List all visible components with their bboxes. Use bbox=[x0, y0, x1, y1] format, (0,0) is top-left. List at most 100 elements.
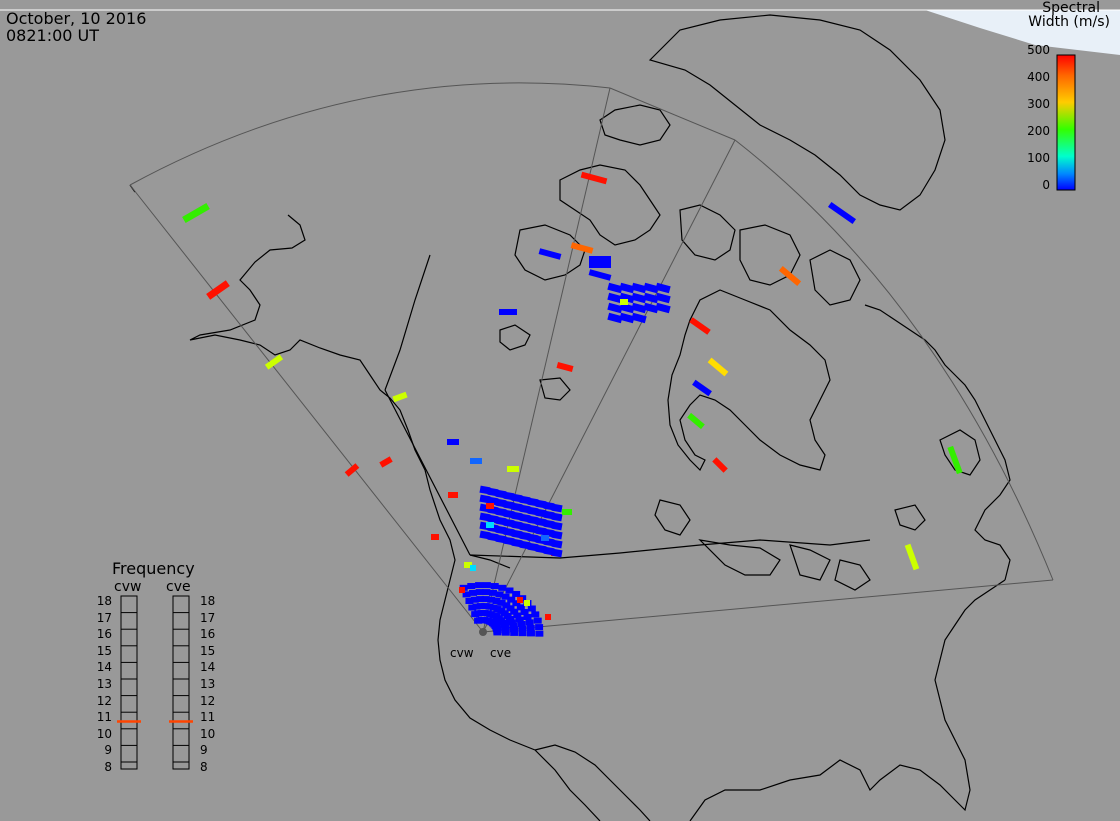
echo-cells bbox=[182, 171, 963, 637]
echo-cell bbox=[509, 622, 518, 629]
colorbar-title-line2: Width (m/s) bbox=[1028, 14, 1110, 30]
echo-cell bbox=[512, 590, 521, 597]
echo-cell bbox=[904, 543, 920, 571]
echo-cell bbox=[589, 256, 611, 268]
echo-cell bbox=[533, 617, 542, 624]
echo-cell bbox=[526, 624, 535, 631]
frequency-title: Frequency bbox=[112, 559, 195, 578]
echo-cell bbox=[495, 489, 507, 499]
echo-cell bbox=[469, 589, 478, 596]
echo-cell bbox=[502, 602, 511, 609]
echo-cell bbox=[511, 502, 523, 512]
echo-cell bbox=[490, 583, 499, 590]
echo-cell bbox=[556, 362, 574, 372]
echo-cell bbox=[495, 516, 507, 526]
frequency-scale-label: 17 bbox=[200, 610, 216, 625]
echo-cell bbox=[551, 539, 563, 549]
echo-cell bbox=[479, 494, 491, 504]
echo-cell bbox=[655, 292, 671, 304]
echo-cell bbox=[551, 521, 563, 531]
echo-cell bbox=[501, 629, 510, 636]
echo-cell bbox=[503, 518, 515, 528]
radar-label-cve: cve bbox=[490, 646, 512, 660]
echo-cell bbox=[448, 492, 458, 498]
echo-cell bbox=[485, 603, 494, 610]
arctic-ice-region bbox=[925, 10, 1120, 55]
echo-cell bbox=[527, 533, 539, 543]
echo-cell bbox=[518, 630, 527, 637]
echo-cell bbox=[607, 302, 623, 314]
echo-cell bbox=[643, 302, 659, 314]
echo-cell bbox=[527, 542, 539, 552]
echo-cell bbox=[551, 530, 563, 540]
frequency-col-cve: cve bbox=[166, 579, 191, 595]
frequency-scale-label: 11 bbox=[96, 710, 112, 725]
echo-cell bbox=[619, 302, 635, 314]
echo-cell bbox=[551, 512, 563, 522]
echo-cell bbox=[486, 522, 494, 528]
frequency-panel-boxes bbox=[120, 595, 190, 770]
echo-cell bbox=[472, 603, 481, 610]
echo-cell bbox=[495, 507, 507, 517]
echo-cell bbox=[513, 612, 522, 619]
colorbar-tick: 400 bbox=[1027, 70, 1050, 84]
echo-cell bbox=[607, 292, 623, 304]
echo-cell bbox=[510, 626, 519, 633]
echo-cell bbox=[518, 625, 527, 632]
echo-cell bbox=[476, 603, 485, 610]
radar-label-cvw: cvw bbox=[450, 646, 474, 660]
echo-cell bbox=[543, 501, 555, 511]
echo-cell bbox=[631, 282, 647, 294]
time-label: 0821:00 UT bbox=[6, 26, 100, 45]
echo-cell bbox=[464, 562, 472, 568]
echo-cell bbox=[486, 503, 494, 509]
echo-cell bbox=[525, 619, 534, 626]
echo-cell bbox=[503, 509, 515, 519]
echo-cell bbox=[462, 591, 471, 598]
echo-cell bbox=[467, 583, 476, 590]
echo-cell bbox=[543, 546, 555, 556]
echo-cell bbox=[607, 282, 623, 294]
echo-cell bbox=[519, 540, 531, 550]
frequency-scale-label: 13 bbox=[96, 677, 112, 691]
echo-cell bbox=[431, 534, 439, 540]
echo-cell bbox=[551, 503, 563, 513]
echo-cell bbox=[498, 584, 507, 591]
echo-cell bbox=[692, 379, 712, 397]
echo-cell bbox=[511, 538, 523, 548]
frequency-scale-label: 16 bbox=[96, 627, 112, 642]
echo-cell bbox=[545, 614, 551, 620]
echo-cell bbox=[507, 466, 519, 472]
frequency-scale-label: 13 bbox=[200, 677, 216, 691]
echo-cell bbox=[570, 242, 594, 254]
echo-cell bbox=[631, 302, 647, 314]
echo-cell bbox=[505, 587, 514, 594]
echo-cell bbox=[507, 596, 516, 603]
frequency-scale-label: 15 bbox=[200, 643, 216, 658]
echo-cell bbox=[519, 495, 531, 505]
echo-cell bbox=[551, 548, 563, 558]
echo-cell bbox=[344, 463, 360, 477]
echo-cell bbox=[470, 596, 479, 603]
echo-cell bbox=[588, 269, 612, 281]
echo-cell bbox=[476, 596, 485, 603]
echo-cell bbox=[507, 619, 516, 626]
echo-cell bbox=[479, 530, 491, 540]
echo-cell bbox=[503, 527, 515, 537]
echo-cell bbox=[264, 354, 284, 370]
echo-cell bbox=[535, 508, 547, 518]
echo-cell bbox=[541, 535, 549, 541]
echo-cell bbox=[511, 493, 523, 503]
echo-cell bbox=[487, 532, 499, 542]
colorbar-tick: 500 bbox=[1027, 43, 1050, 57]
frequency-col-cvw: cvw bbox=[114, 579, 142, 595]
echo-cell bbox=[607, 312, 623, 324]
echo-cell bbox=[465, 597, 474, 604]
colorbar-tick: 0 bbox=[1042, 178, 1050, 192]
colorbar-title-line1: Spectral bbox=[1042, 0, 1100, 16]
echo-cell bbox=[535, 624, 544, 631]
echo-cell bbox=[778, 265, 802, 287]
echo-cell bbox=[495, 534, 507, 544]
